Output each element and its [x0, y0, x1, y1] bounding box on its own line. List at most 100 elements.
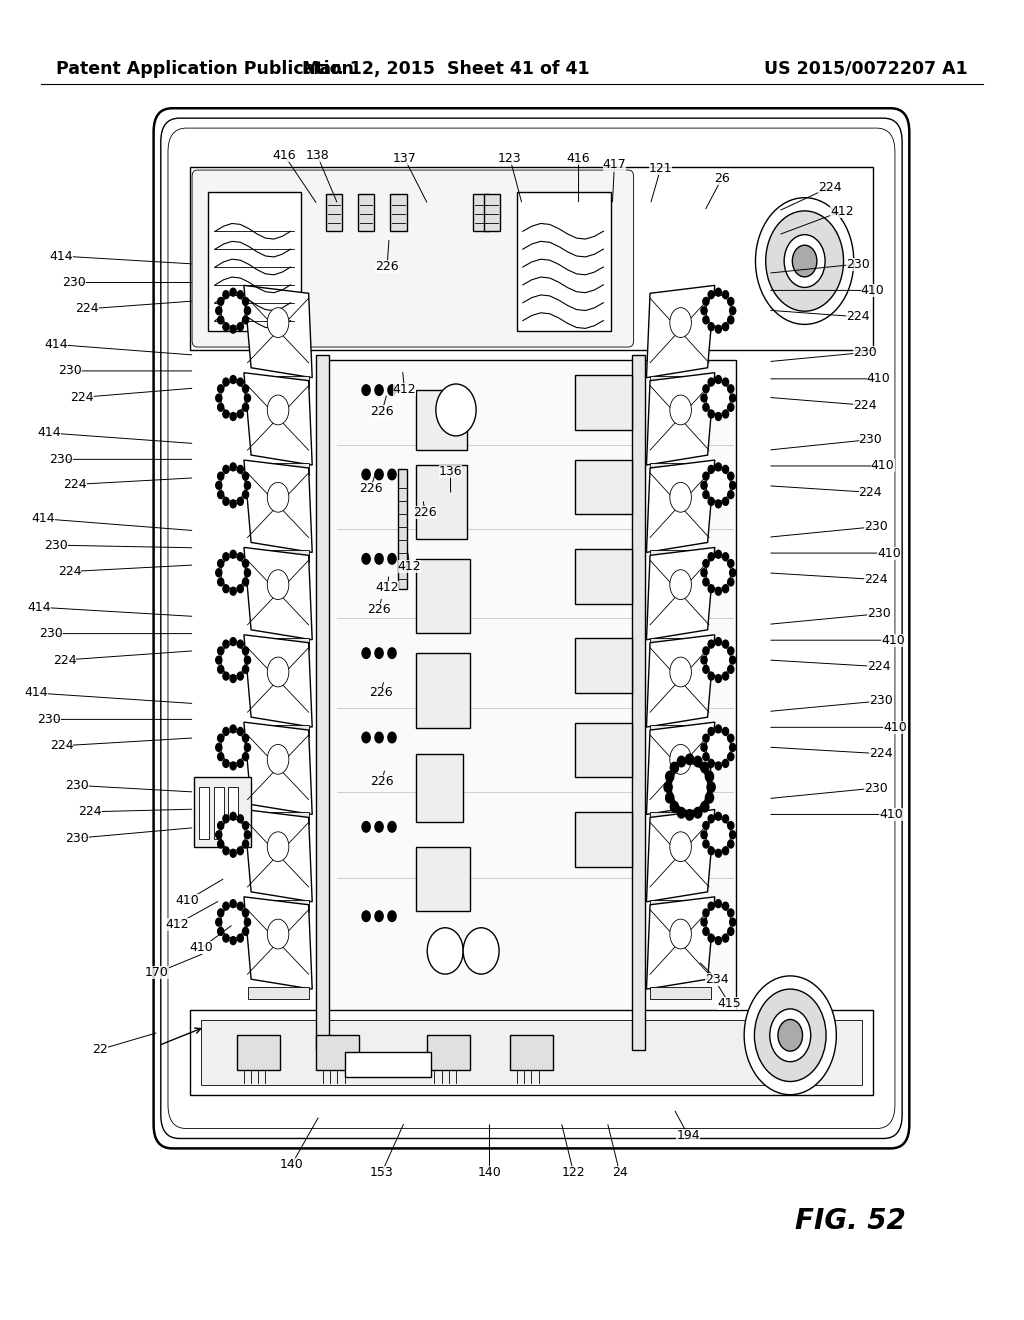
Polygon shape [646, 285, 715, 378]
Polygon shape [646, 461, 715, 552]
Circle shape [221, 907, 246, 939]
Text: 224: 224 [78, 805, 102, 818]
Circle shape [223, 814, 229, 822]
Circle shape [238, 902, 244, 909]
Circle shape [223, 585, 229, 593]
Bar [650, 463, 711, 475]
Circle shape [218, 821, 224, 829]
Bar [483, 194, 500, 231]
Circle shape [218, 385, 224, 393]
Text: 224: 224 [62, 478, 87, 491]
Text: 226: 226 [367, 603, 391, 616]
Circle shape [238, 585, 244, 593]
Circle shape [685, 809, 693, 820]
Text: Patent Application Publication: Patent Application Publication [56, 59, 354, 78]
Polygon shape [244, 635, 312, 727]
Bar [517, 191, 610, 330]
Text: 230: 230 [49, 453, 74, 466]
Circle shape [770, 1008, 811, 1061]
Text: 224: 224 [866, 660, 891, 673]
Circle shape [728, 560, 734, 568]
Text: 414: 414 [44, 338, 69, 351]
Bar [574, 812, 632, 866]
Circle shape [728, 491, 734, 499]
Bar [190, 1011, 872, 1094]
Circle shape [218, 665, 224, 673]
Circle shape [362, 553, 371, 564]
Circle shape [728, 578, 734, 586]
Circle shape [744, 975, 837, 1094]
Ellipse shape [267, 570, 289, 599]
Circle shape [238, 759, 244, 767]
Bar [574, 722, 632, 777]
Text: 121: 121 [648, 162, 673, 176]
Text: 224: 224 [70, 391, 94, 404]
Circle shape [388, 648, 396, 659]
Bar [237, 1035, 280, 1071]
Text: 22: 22 [92, 1043, 109, 1056]
Circle shape [784, 235, 825, 288]
Circle shape [362, 821, 371, 832]
Circle shape [238, 466, 244, 474]
Circle shape [728, 928, 734, 936]
Circle shape [216, 656, 222, 664]
Circle shape [230, 762, 237, 770]
Polygon shape [244, 722, 312, 814]
Circle shape [218, 297, 224, 305]
Text: 416: 416 [566, 152, 591, 165]
Circle shape [375, 733, 383, 743]
Bar [248, 638, 308, 649]
Polygon shape [244, 461, 312, 552]
Ellipse shape [267, 482, 289, 512]
Text: 414: 414 [49, 249, 74, 263]
Bar [650, 638, 711, 649]
Circle shape [230, 675, 237, 682]
Circle shape [702, 928, 709, 936]
Circle shape [730, 830, 736, 838]
Circle shape [702, 491, 709, 499]
Circle shape [730, 569, 736, 577]
Circle shape [728, 315, 734, 323]
Circle shape [245, 656, 251, 664]
Circle shape [702, 297, 709, 305]
Circle shape [677, 756, 685, 767]
Text: 230: 230 [846, 257, 870, 271]
Text: 224: 224 [868, 747, 893, 760]
Text: 230: 230 [44, 539, 69, 552]
Text: 412: 412 [397, 560, 422, 573]
Circle shape [730, 919, 736, 927]
Circle shape [723, 585, 729, 593]
Circle shape [693, 756, 701, 767]
Circle shape [707, 470, 731, 502]
Bar [248, 725, 308, 737]
Bar [248, 550, 308, 562]
Circle shape [427, 928, 463, 974]
Circle shape [707, 818, 731, 850]
Circle shape [702, 315, 709, 323]
Circle shape [723, 847, 729, 855]
Circle shape [223, 322, 229, 330]
Ellipse shape [670, 657, 691, 686]
Circle shape [723, 290, 729, 298]
Text: 26: 26 [714, 172, 730, 185]
Text: 224: 224 [853, 399, 878, 412]
Bar [228, 787, 239, 838]
Circle shape [723, 553, 729, 561]
Bar [327, 360, 736, 1055]
Bar [248, 987, 308, 999]
Text: 230: 230 [868, 694, 893, 708]
Circle shape [238, 814, 244, 822]
Circle shape [716, 937, 722, 945]
Polygon shape [244, 896, 312, 989]
Bar [417, 558, 470, 634]
Text: 230: 230 [858, 433, 883, 446]
Circle shape [716, 288, 722, 296]
Circle shape [375, 911, 383, 921]
Bar [427, 1035, 470, 1071]
Circle shape [223, 553, 229, 561]
Circle shape [243, 928, 249, 936]
Circle shape [223, 759, 229, 767]
Circle shape [728, 665, 734, 673]
Circle shape [362, 911, 371, 921]
Bar [574, 549, 632, 603]
